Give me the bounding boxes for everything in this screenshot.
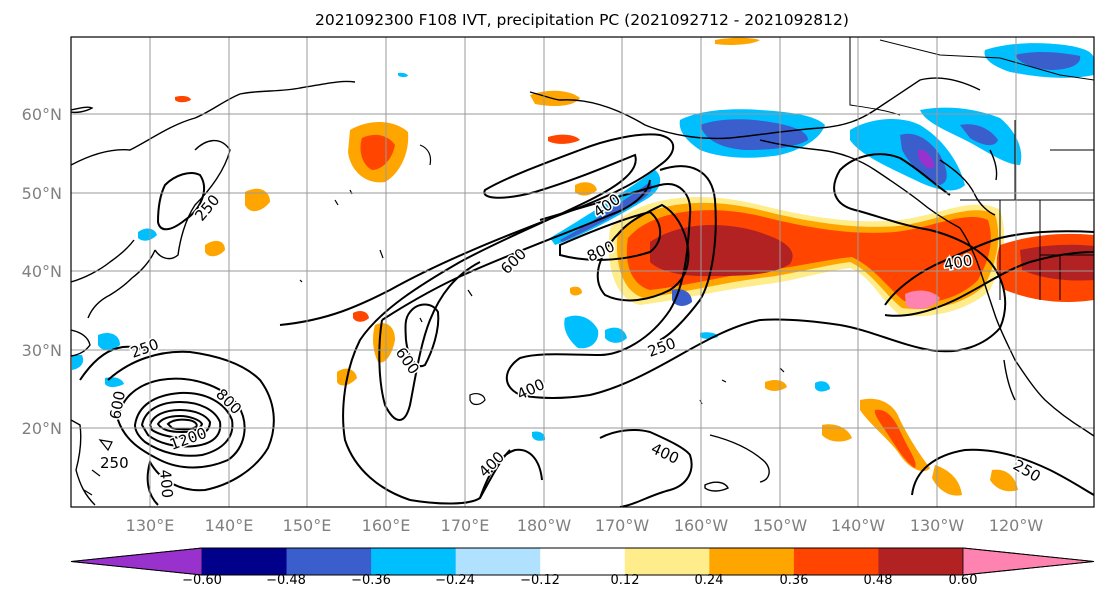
lon-label: 150°E xyxy=(283,516,332,535)
colorbar-tick-label: 0.60 xyxy=(949,573,978,588)
colorbar-cell xyxy=(624,548,710,575)
lon-label: 180°W xyxy=(517,516,572,535)
latitude-labels: 60°N 50°N 40°N 30°N 20°N xyxy=(22,105,62,438)
colorbar-cell xyxy=(371,548,457,575)
colorbar-cell xyxy=(793,548,879,575)
colorbar-tick-label: −0.36 xyxy=(351,573,391,588)
colorbar-tick-label: 0.36 xyxy=(780,573,809,588)
lon-label: 160°E xyxy=(362,516,411,535)
colorbar-cell xyxy=(455,548,541,575)
colorbar-ticks: −0.60 −0.48 −0.36 −0.24 −0.12 0.12 0.24 … xyxy=(182,573,977,588)
contour-label: 250 xyxy=(100,454,129,472)
lat-label: 40°N xyxy=(22,262,62,281)
lat-label: 30°N xyxy=(22,341,62,360)
lat-label: 20°N xyxy=(22,419,62,438)
lon-label: 160°W xyxy=(674,516,729,535)
lon-label: 120°W xyxy=(989,516,1044,535)
lat-label: 50°N xyxy=(22,184,62,203)
lon-label: 130°W xyxy=(910,516,965,535)
lon-label: 130°E xyxy=(126,516,175,535)
colorbar-cell xyxy=(878,548,964,575)
colorbar-tick-label: 0.12 xyxy=(611,573,640,588)
colorbar-extend-min xyxy=(70,547,203,576)
colorbar-cells xyxy=(70,547,1095,576)
colorbar-outline xyxy=(70,547,1095,576)
longitude-labels: 130°E 140°E 150°E 160°E 170°E 180°W 170°… xyxy=(126,516,1044,535)
colorbar-cell xyxy=(709,548,795,575)
lon-label: 170°W xyxy=(595,516,650,535)
gridlines xyxy=(71,37,1094,507)
colorbar-tick-label: −0.48 xyxy=(266,573,306,588)
colorbar-tick-label: −0.24 xyxy=(435,573,475,588)
ivt-contours xyxy=(79,133,1094,507)
coastlines xyxy=(71,77,1094,506)
colorbar-extend-max xyxy=(962,547,1095,576)
colorbar-tick-label: −0.12 xyxy=(520,573,560,588)
precip-positive-shading xyxy=(175,37,1094,496)
colorbar-cell xyxy=(286,548,372,575)
islands xyxy=(83,144,785,496)
colorbar-tick-label: 0.48 xyxy=(864,573,893,588)
lon-label: 140°W xyxy=(831,516,886,535)
map-frame xyxy=(70,36,1095,508)
lon-label: 170°E xyxy=(441,516,490,535)
colorbar: −0.60 −0.48 −0.36 −0.24 −0.12 0.12 0.24 … xyxy=(70,547,1095,588)
colorbar-tick-label: −0.60 xyxy=(182,573,222,588)
colorbar-tick-label: 0.24 xyxy=(695,573,724,588)
colorbar-cell xyxy=(540,548,626,575)
lon-label: 140°E xyxy=(205,516,254,535)
map-panel: 250 250 250 250 250 400 400 400 400 400 … xyxy=(71,37,1094,507)
colorbar-cell xyxy=(202,548,288,575)
map-title: 2021092300 F108 IVT, precipitation PC (2… xyxy=(315,11,849,29)
lat-label: 60°N xyxy=(22,105,62,124)
lon-label: 150°W xyxy=(753,516,808,535)
contour-label: 400 xyxy=(156,469,176,499)
